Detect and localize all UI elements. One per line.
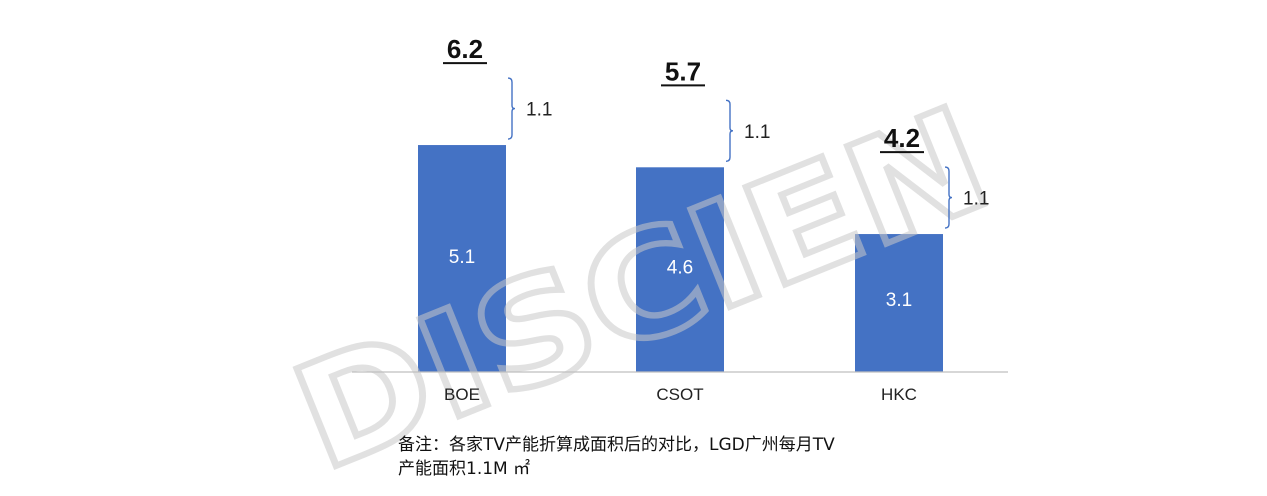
- footnote: 备注：各家TV产能折算成面积后的对比，LGD广州每月TV 产能面积1.1M ㎡: [398, 433, 1018, 481]
- addition-bracket: [507, 77, 516, 140]
- bar-value-label: 4.6: [667, 258, 693, 279]
- footnote-line-1: 备注：各家TV产能折算成面积后的对比，LGD广州每月TV: [398, 435, 835, 455]
- footnote-line-2: 产能面积1.1M ㎡: [398, 459, 531, 479]
- bar-value-label: 3.1: [886, 290, 912, 311]
- addition-label: 1.1: [526, 100, 552, 121]
- addition-bracket: [725, 99, 734, 162]
- addition-label: 1.1: [963, 189, 989, 210]
- category-label: HKC: [881, 385, 917, 404]
- bar-hkc: [855, 234, 943, 372]
- labels-layer: 5.1 BOE 1.1 6.2 4.6 CSOT 1.1 5.7 3.1 HKC 1.1 4.2: [443, 34, 989, 404]
- bar-value-label: 5.1: [449, 247, 475, 268]
- category-label: BOE: [444, 385, 480, 404]
- total-label: 4.2: [884, 123, 920, 153]
- addition-label: 1.1: [744, 122, 770, 143]
- total-label: 6.2: [447, 34, 483, 64]
- total-label: 5.7: [665, 56, 701, 86]
- bar-boe: [418, 145, 506, 372]
- category-label: CSOT: [656, 385, 703, 404]
- bars-layer: [418, 145, 943, 372]
- addition-bracket: [944, 166, 953, 229]
- bar-csot: [636, 167, 724, 372]
